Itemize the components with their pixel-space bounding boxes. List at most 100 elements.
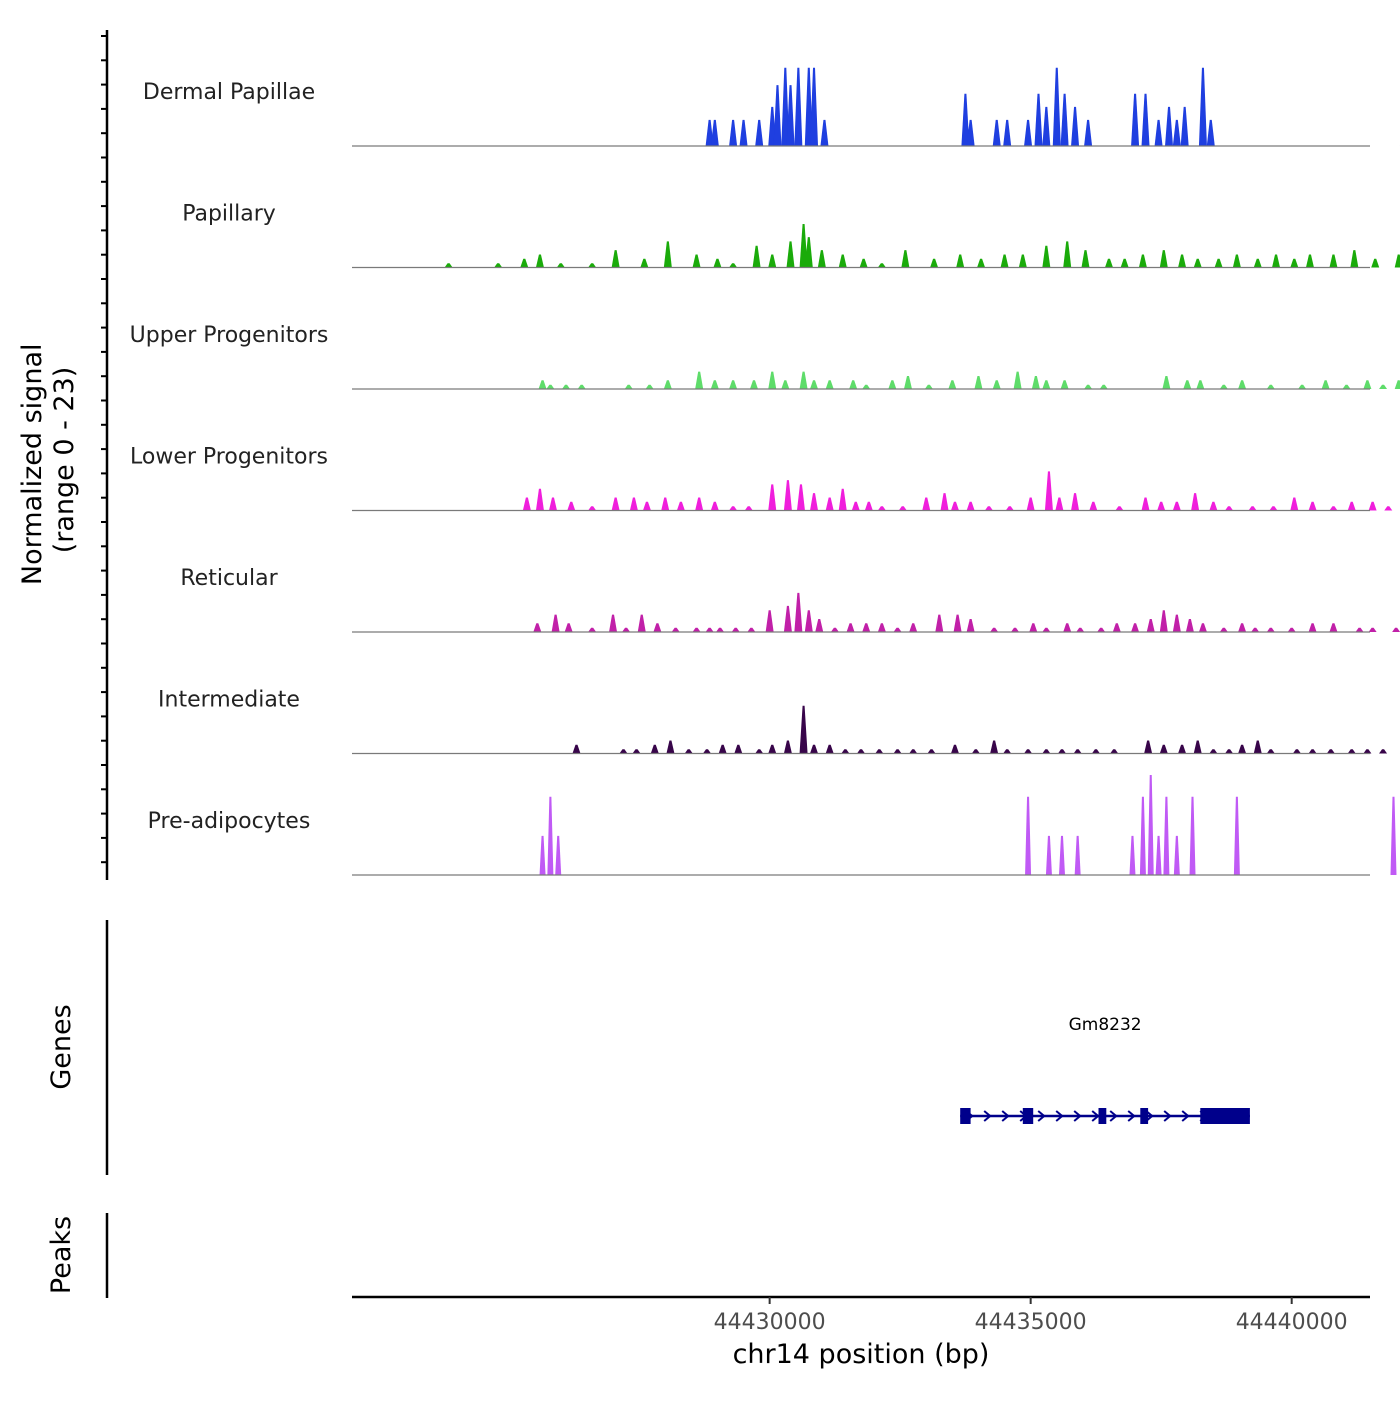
coverage-peak xyxy=(1131,623,1139,632)
coverage-peak xyxy=(800,706,808,754)
coverage-peak xyxy=(1238,380,1246,389)
track-label-papillary: Papillary xyxy=(182,202,276,227)
track-label-intermediate: Intermediate xyxy=(158,688,300,713)
coverage-peak xyxy=(899,506,907,510)
coverage-peak xyxy=(1173,502,1181,511)
coverage-peak xyxy=(909,749,917,753)
coverage-peak xyxy=(1379,749,1387,753)
coverage-peak xyxy=(1084,120,1092,146)
coverage-peak xyxy=(860,259,868,268)
coverage-peak xyxy=(1162,376,1170,389)
coverage-peak xyxy=(1395,255,1400,268)
track-lower-progenitors xyxy=(352,471,1400,510)
coverage-peak xyxy=(1191,493,1199,510)
coverage-peak xyxy=(555,836,561,875)
coverage-peak xyxy=(948,380,956,389)
coverage-peak xyxy=(539,380,547,389)
coverage-peak xyxy=(1234,797,1240,875)
coverage-peak xyxy=(540,836,546,875)
coverage-peak xyxy=(1113,623,1121,632)
coverage-peak xyxy=(1165,107,1173,146)
coverage-peak xyxy=(768,745,776,754)
gene-exon xyxy=(960,1108,970,1124)
coverage-peak xyxy=(729,506,737,510)
coverage-peak xyxy=(878,506,886,510)
coverage-peak xyxy=(536,255,544,268)
coverage-peak xyxy=(768,484,776,510)
coverage-peak xyxy=(930,259,938,268)
coverage-peak xyxy=(609,615,617,632)
coverage-peak xyxy=(857,749,865,753)
coverage-peak xyxy=(1215,259,1223,268)
coverage-peak xyxy=(1100,385,1108,389)
coverage-peak xyxy=(445,263,453,267)
coverage-peak xyxy=(1196,380,1204,389)
coverage-peak xyxy=(826,498,834,511)
coverage-peak xyxy=(711,502,719,511)
coverage-peak xyxy=(1131,94,1139,146)
coverage-peak xyxy=(1156,836,1162,875)
coverage-peak xyxy=(740,120,748,146)
coverage-peak xyxy=(1140,797,1146,875)
coverage-peak xyxy=(865,502,873,511)
coverage-peak xyxy=(1148,775,1154,875)
coverage-peak xyxy=(1014,372,1022,389)
coverage-peak xyxy=(1329,255,1337,268)
coverage-peak xyxy=(567,502,575,511)
coverage-peak xyxy=(1139,255,1147,268)
coverage-peak xyxy=(1348,749,1356,753)
coverage-peak xyxy=(578,385,586,389)
track-label-upper-progenitors: Upper Progenitors xyxy=(130,323,329,348)
coverage-peak xyxy=(1003,120,1011,146)
coverage-peak xyxy=(753,246,761,268)
coverage-peak xyxy=(1075,836,1081,875)
coverage-peak xyxy=(755,120,763,146)
coverage-peak xyxy=(653,623,661,632)
coverage-peak xyxy=(894,628,902,632)
gene-gm8232: Gm8232 xyxy=(960,1015,1250,1124)
coverage-peak xyxy=(797,484,805,510)
coverage-peak xyxy=(1199,68,1207,146)
coverage-peak xyxy=(784,480,792,510)
coverage-peak xyxy=(1220,628,1228,632)
coverage-peak xyxy=(1084,385,1092,389)
coverage-peak xyxy=(1142,94,1150,146)
coverage-peak xyxy=(794,593,802,632)
coverage-peak xyxy=(935,615,943,632)
coverage-peak xyxy=(693,255,701,268)
coverage-peak xyxy=(1061,94,1069,146)
coverage-peak xyxy=(1390,797,1396,875)
coverage-peak xyxy=(805,610,813,632)
coverage-peak xyxy=(1267,628,1275,632)
coverage-peak xyxy=(549,498,557,511)
coverage-peak xyxy=(1290,259,1298,268)
coverage-peak xyxy=(713,259,721,268)
coverage-peak xyxy=(927,749,935,753)
coverage-peak xyxy=(562,385,570,389)
coverage-peak xyxy=(990,628,998,632)
track-intermediate xyxy=(352,706,1400,754)
coverage-peak xyxy=(784,741,792,754)
track-label-dermal-papillae: Dermal Papillae xyxy=(143,80,315,105)
coverage-peak xyxy=(711,380,719,389)
coverage-peak xyxy=(781,380,789,389)
coverage-peak xyxy=(1343,385,1351,389)
track-pre-adipocytes xyxy=(352,775,1400,875)
coverage-peak xyxy=(1024,749,1032,753)
coverage-peak xyxy=(494,263,502,267)
coverage-peak xyxy=(1348,502,1356,511)
coverage-peak xyxy=(703,749,711,753)
coverage-peak xyxy=(784,606,792,632)
coverage-peak xyxy=(951,502,959,511)
coverage-peak xyxy=(1061,380,1069,389)
coverage-peak xyxy=(1160,250,1168,267)
coverage-peak xyxy=(536,489,544,511)
coverage-peak xyxy=(630,498,638,511)
coverage-peak xyxy=(1272,255,1280,268)
track-reticular xyxy=(352,593,1400,632)
coverage-peak xyxy=(664,380,672,389)
track-label-reticular: Reticular xyxy=(180,566,278,591)
coverage-peak xyxy=(672,628,680,632)
coverage-peak xyxy=(1363,380,1371,389)
